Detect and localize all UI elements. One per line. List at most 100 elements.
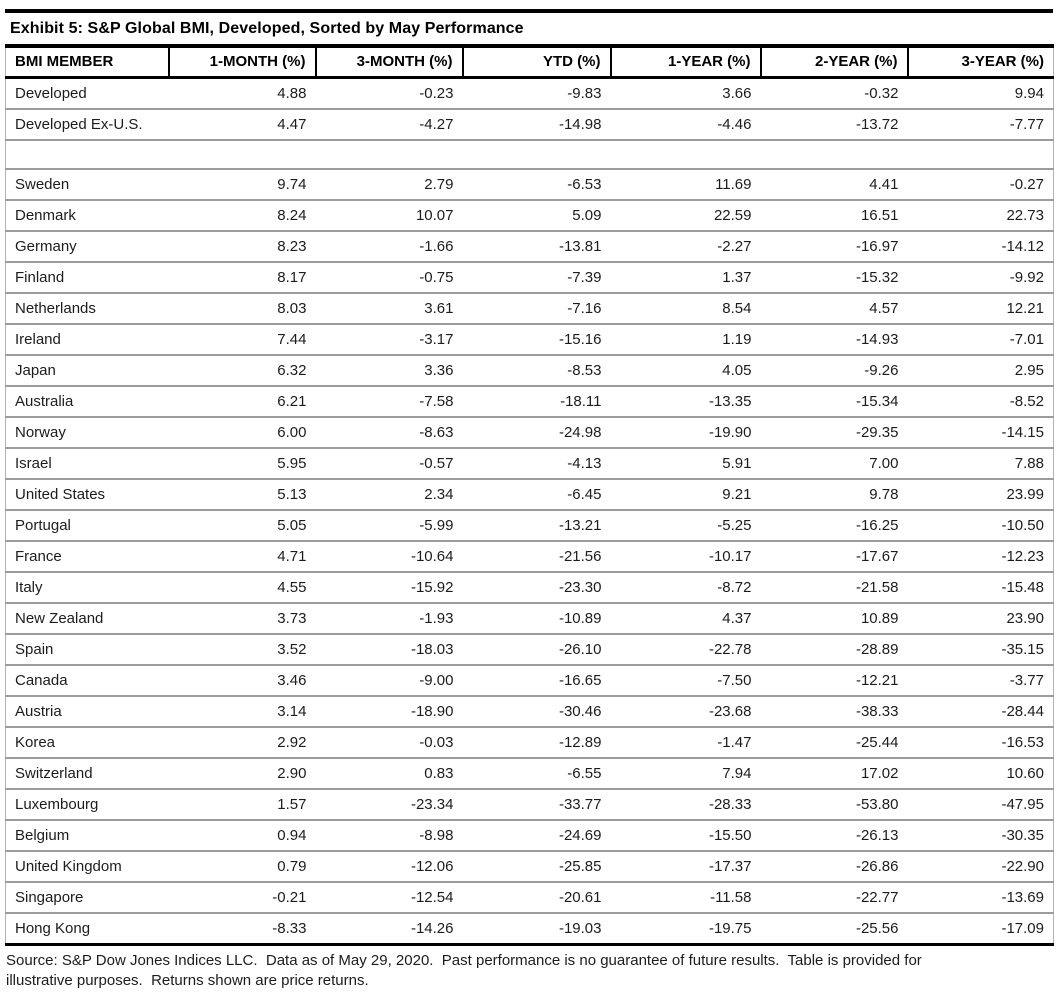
column-header: 1-MONTH (%) — [168, 44, 317, 79]
table-row: Japan 6.32 3.36 -8.53 4.05 -9.26 2.95 — [5, 355, 1054, 387]
table-row: Germany 8.23 -1.66 -13.81 -2.27 -16.97 -14.12 — [5, 231, 1054, 263]
value-cell: -21.56 — [462, 541, 611, 573]
value-cell: 2.90 — [168, 758, 316, 790]
value-cell: -17.67 — [760, 541, 908, 573]
value-cell: 1.37 — [610, 262, 761, 294]
value-cell: -1.47 — [610, 727, 761, 759]
value-cell: -16.97 — [760, 231, 908, 263]
value-cell: -16.53 — [907, 727, 1054, 759]
value-cell: -14.15 — [907, 417, 1054, 449]
value-cell: 2.79 — [315, 169, 463, 201]
value-cell: -3.17 — [315, 324, 463, 356]
value-cell: 7.44 — [168, 324, 316, 356]
member-cell: Germany — [5, 231, 169, 263]
value-cell: -23.34 — [315, 789, 463, 821]
value-cell: 8.23 — [168, 231, 316, 263]
value-cell: 5.95 — [168, 448, 316, 480]
value-cell: 0.79 — [168, 851, 316, 883]
value-cell: 3.52 — [168, 634, 316, 666]
value-cell: -15.34 — [760, 386, 908, 418]
table-row: France 4.71 -10.64 -21.56 -10.17 -17.67 -12.23 — [5, 541, 1054, 573]
value-cell: 6.21 — [168, 386, 316, 418]
table-row: Developed 4.88 -0.23 -9.83 3.66 -0.32 9.94 — [5, 77, 1054, 110]
value-cell: 5.91 — [610, 448, 761, 480]
value-cell: -0.21 — [168, 882, 316, 914]
value-cell: -12.89 — [462, 727, 611, 759]
value-cell: 23.99 — [907, 479, 1054, 511]
value-cell: 3.36 — [315, 355, 463, 387]
value-cell: 8.24 — [168, 200, 316, 232]
value-cell: 8.17 — [168, 262, 316, 294]
value-cell: -18.11 — [462, 386, 611, 418]
value-cell: -12.23 — [907, 541, 1054, 573]
value-cell: 4.71 — [168, 541, 316, 573]
value-cell: 8.03 — [168, 293, 316, 325]
value-cell: -38.33 — [760, 696, 908, 728]
table-row: Norway 6.00 -8.63 -24.98 -19.90 -29.35 -14.15 — [5, 417, 1054, 449]
column-header: 3-YEAR (%) — [907, 44, 1054, 79]
value-cell: -15.92 — [315, 572, 463, 604]
table-row: Hong Kong -8.33 -14.26 -19.03 -19.75 -25.56 -1… — [5, 913, 1054, 946]
value-cell: 1.19 — [610, 324, 761, 356]
value-cell: -15.32 — [760, 262, 908, 294]
member-cell: Finland — [5, 262, 169, 294]
table-row: Luxembourg 1.57 -23.34 -33.77 -28.33 -53.80 -4… — [5, 789, 1054, 821]
source-note: Source: S&P Dow Jones Indices LLC. Data … — [5, 946, 1053, 1001]
value-cell: -8.98 — [315, 820, 463, 852]
value-cell: -16.65 — [462, 665, 611, 697]
value-cell: -9.00 — [315, 665, 463, 697]
value-cell: 10.07 — [315, 200, 463, 232]
member-cell: Korea — [5, 727, 169, 759]
value-cell: -53.80 — [760, 789, 908, 821]
value-cell: -7.39 — [462, 262, 611, 294]
source-note-line-1: Source: S&P Dow Jones Indices LLC. Data … — [6, 952, 922, 969]
member-cell — [5, 140, 169, 170]
member-cell: Singapore — [5, 882, 169, 914]
value-cell: 2.95 — [907, 355, 1054, 387]
member-cell: United States — [5, 479, 169, 511]
value-cell: -2.27 — [610, 231, 761, 263]
member-cell: Denmark — [5, 200, 169, 232]
value-cell: -8.63 — [315, 417, 463, 449]
value-cell: -12.06 — [315, 851, 463, 883]
value-cell: 9.21 — [610, 479, 761, 511]
value-cell: 22.73 — [907, 200, 1054, 232]
table-body: Developed 4.88 -0.23 -9.83 3.66 -0.32 9.94 Deve… — [5, 77, 1054, 946]
value-cell: -10.50 — [907, 510, 1054, 542]
value-cell: 9.78 — [760, 479, 908, 511]
value-cell: -4.46 — [610, 109, 761, 141]
value-cell: -5.99 — [315, 510, 463, 542]
value-cell: 0.94 — [168, 820, 316, 852]
value-cell: 2.92 — [168, 727, 316, 759]
table-row: Australia 6.21 -7.58 -18.11 -13.35 -15.34 -8.5… — [5, 386, 1054, 418]
value-cell: 12.21 — [907, 293, 1054, 325]
value-cell: -30.46 — [462, 696, 611, 728]
value-cell: -9.26 — [760, 355, 908, 387]
value-cell: 6.00 — [168, 417, 316, 449]
table-row: Portugal 5.05 -5.99 -13.21 -5.25 -16.25 -10.50 — [5, 510, 1054, 542]
value-cell: 3.66 — [610, 77, 761, 110]
table-row: United Kingdom 0.79 -12.06 -25.85 -17.37 -26.… — [5, 851, 1054, 883]
member-cell: New Zealand — [5, 603, 169, 635]
table-row: Sweden 9.74 2.79 -6.53 11.69 4.41 -0.27 — [5, 169, 1054, 201]
value-cell — [907, 140, 1054, 170]
value-cell: -33.77 — [462, 789, 611, 821]
value-cell: 10.89 — [760, 603, 908, 635]
value-cell: 10.60 — [907, 758, 1054, 790]
table-row: Singapore -0.21 -12.54 -20.61 -11.58 -22.77 -1… — [5, 882, 1054, 914]
value-cell: -8.33 — [168, 913, 316, 946]
value-cell: -4.13 — [462, 448, 611, 480]
value-cell: -6.53 — [462, 169, 611, 201]
value-cell: -11.58 — [610, 882, 761, 914]
value-cell: -8.53 — [462, 355, 611, 387]
value-cell: -24.69 — [462, 820, 611, 852]
value-cell: -12.21 — [760, 665, 908, 697]
value-cell: -15.16 — [462, 324, 611, 356]
value-cell: -26.10 — [462, 634, 611, 666]
value-cell: -28.33 — [610, 789, 761, 821]
table-row: Spain 3.52 -18.03 -26.10 -22.78 -28.89 -35.15 — [5, 634, 1054, 666]
value-cell: 4.41 — [760, 169, 908, 201]
value-cell: 5.05 — [168, 510, 316, 542]
table-row: Austria 3.14 -18.90 -30.46 -23.68 -38.33 -28.4… — [5, 696, 1054, 728]
